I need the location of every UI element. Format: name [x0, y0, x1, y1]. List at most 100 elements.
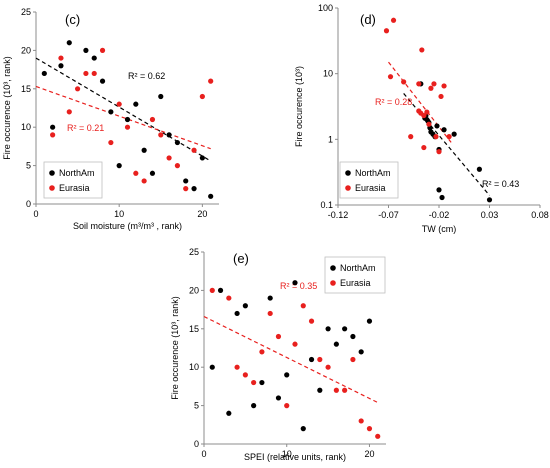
point-eurasia: [259, 349, 265, 355]
point-eurasia: [408, 134, 414, 140]
legend-marker-northam: [49, 170, 55, 176]
point-northam: [292, 280, 298, 286]
point-eurasia: [166, 155, 172, 161]
point-eurasia: [199, 93, 205, 100]
point-eurasia: [350, 356, 356, 363]
point-eurasia: [108, 139, 114, 146]
point-northam: [226, 410, 232, 416]
y-tick-label: 5: [26, 161, 31, 171]
point-northam: [234, 310, 240, 317]
y-tick-label: 10: [189, 362, 199, 372]
y-tick-label: 15: [21, 84, 31, 94]
point-northam: [476, 166, 482, 172]
y-axis-label: Fire occurence (10³, rank): [170, 296, 180, 400]
legend-label: Eurasia: [355, 183, 386, 193]
point-northam: [217, 287, 224, 293]
y-tick-label: 10: [21, 122, 31, 132]
point-northam: [350, 333, 356, 340]
point-eurasia: [317, 356, 323, 363]
point-northam: [199, 155, 205, 161]
point-eurasia: [375, 433, 381, 439]
x-tick-label: -0.07: [378, 210, 399, 220]
y-axis-label: Fire occurence (10³, rank): [2, 56, 12, 160]
point-eurasia: [387, 74, 394, 80]
point-eurasia: [424, 109, 430, 115]
r-squared-label: R² = 0.43: [482, 179, 519, 189]
x-axis-label: SPEI (relative units, rank): [244, 452, 346, 462]
point-eurasia: [333, 387, 339, 393]
point-northam: [439, 194, 445, 201]
point-eurasia: [419, 47, 425, 53]
point-northam: [174, 139, 181, 146]
x-tick-label: -0.12: [328, 210, 349, 220]
point-northam: [58, 63, 64, 69]
point-eurasia: [300, 303, 306, 309]
point-northam: [91, 55, 97, 61]
x-tick-label: 0: [33, 209, 38, 219]
point-eurasia: [183, 186, 189, 192]
r-squared-label: R² = 0.62: [128, 71, 165, 81]
point-northam: [209, 364, 215, 370]
point-eurasia: [124, 124, 131, 130]
point-northam: [434, 123, 440, 129]
x-tick-label: 20: [197, 209, 207, 219]
point-eurasia: [292, 341, 298, 347]
y-tick-label: 1: [328, 134, 333, 144]
x-tick-label: 0.08: [531, 210, 549, 220]
panel-label: (c): [65, 12, 80, 27]
point-eurasia: [325, 364, 331, 370]
y-tick-label: 15: [189, 324, 199, 334]
point-eurasia: [209, 287, 215, 293]
point-northam: [451, 131, 457, 137]
point-eurasia: [149, 116, 156, 123]
point-eurasia: [438, 93, 444, 100]
point-northam: [166, 132, 172, 138]
point-eurasia: [421, 144, 427, 151]
point-eurasia: [383, 28, 390, 34]
y-tick-label: 5: [194, 401, 199, 411]
point-northam: [41, 70, 47, 77]
point-eurasia: [441, 83, 447, 89]
y-axis-label: Fire occurence (10³): [294, 66, 304, 147]
point-northam: [141, 147, 147, 153]
legend-marker-northam: [330, 265, 336, 271]
y-tick-label: 100: [318, 3, 333, 13]
point-northam: [317, 387, 323, 393]
chart-d: -0.12 -0.07 -0.02 0.03 0.08 0.1 1 10 100 TW (cm) F…: [294, 3, 549, 234]
legend-label: NorthAm: [355, 168, 391, 178]
point-northam: [124, 116, 131, 123]
point-northam: [116, 163, 122, 169]
trendline-eurasia: [203, 315, 378, 404]
point-northam: [83, 47, 89, 54]
point-northam: [486, 197, 493, 203]
point-northam: [275, 395, 282, 401]
chart-c: 0 10 20 0 5 10 15 20 25 Soil moisture (m³/m³ , ra…: [2, 7, 219, 231]
point-eurasia: [191, 147, 197, 153]
point-eurasia: [99, 47, 106, 54]
point-eurasia: [433, 134, 439, 140]
point-northam: [50, 124, 56, 130]
legend-marker-eurasia: [330, 280, 336, 286]
point-eurasia: [416, 81, 422, 87]
point-eurasia: [401, 79, 407, 85]
panel-label: (d): [360, 12, 376, 27]
point-northam: [259, 379, 265, 386]
r-squared-label: R² = 0.35: [280, 281, 317, 291]
point-eurasia: [358, 418, 364, 424]
x-tick-label: 20: [364, 449, 374, 459]
x-tick-label: 10: [114, 209, 124, 219]
x-axis-label: TW (cm): [422, 224, 456, 234]
point-eurasia: [116, 101, 122, 107]
point-eurasia: [446, 134, 452, 140]
trendline-eurasia: [388, 61, 452, 143]
panel-label: (e): [233, 251, 249, 266]
point-northam: [208, 193, 214, 199]
point-eurasia: [242, 372, 248, 378]
y-tick-label: 20: [21, 45, 31, 55]
point-northam: [149, 170, 156, 176]
point-eurasia: [234, 364, 240, 370]
point-eurasia: [141, 178, 147, 184]
point-northam: [284, 372, 290, 378]
point-northam: [342, 326, 348, 332]
